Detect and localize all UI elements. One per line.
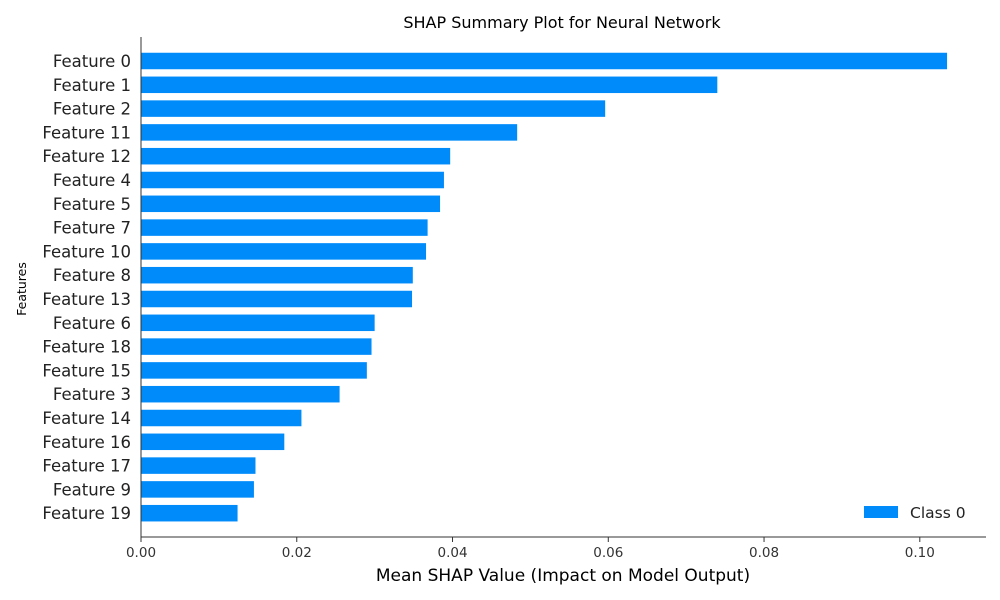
x-tick-label: 0.00 bbox=[126, 545, 156, 561]
bar-feature-4 bbox=[141, 171, 444, 189]
y-tick-label-feature-11: Feature 11 bbox=[42, 123, 131, 142]
x-axis-label: Mean SHAP Value (Impact on Model Output) bbox=[376, 566, 750, 586]
x-tick-label: 0.02 bbox=[282, 545, 312, 561]
bar-feature-0 bbox=[141, 52, 948, 70]
bar-feature-15 bbox=[141, 362, 367, 379]
y-tick-label-feature-15: Feature 15 bbox=[42, 361, 131, 380]
y-tick-label-feature-12: Feature 12 bbox=[42, 147, 131, 166]
y-tick-label-feature-3: Feature 3 bbox=[53, 385, 131, 404]
y-tick-label-feature-1: Feature 1 bbox=[53, 76, 131, 95]
y-tick-label-feature-0: Feature 0 bbox=[53, 52, 131, 71]
y-tick-label-feature-14: Feature 14 bbox=[42, 409, 131, 428]
y-tick-labels: Feature 0 Feature 1 Feature 2 Feature 11 Fea… bbox=[42, 52, 131, 523]
bar-feature-9 bbox=[141, 481, 254, 498]
y-tick-label-feature-16: Feature 16 bbox=[42, 433, 131, 452]
y-tick-label-feature-18: Feature 18 bbox=[42, 338, 131, 357]
y-tick-label-feature-17: Feature 17 bbox=[42, 457, 131, 476]
bar-feature-11 bbox=[141, 124, 518, 141]
y-tick-label-feature-9: Feature 9 bbox=[53, 480, 131, 499]
x-tick-group: 0.00 0.02 0.04 0.06 0.08 0.10 bbox=[126, 537, 935, 561]
bar-feature-7 bbox=[141, 219, 428, 236]
bar-feature-17 bbox=[141, 457, 256, 474]
bar-feature-16 bbox=[141, 433, 285, 451]
y-tick-label-feature-8: Feature 8 bbox=[53, 266, 131, 285]
bar-feature-3 bbox=[141, 385, 340, 403]
x-tick-label: 0.06 bbox=[593, 545, 623, 561]
y-tick-label-feature-10: Feature 10 bbox=[42, 242, 131, 261]
y-tick-label-feature-5: Feature 5 bbox=[53, 195, 131, 214]
y-tick-label-feature-4: Feature 4 bbox=[53, 171, 131, 190]
y-tick-label-feature-13: Feature 13 bbox=[42, 290, 131, 309]
bar-feature-19 bbox=[141, 504, 238, 522]
y-tick-label-feature-6: Feature 6 bbox=[53, 314, 131, 333]
bar-feature-6 bbox=[141, 314, 375, 332]
y-tick-label-feature-2: Feature 2 bbox=[53, 100, 131, 119]
legend-label: Class 0 bbox=[910, 504, 966, 522]
bars-group bbox=[141, 52, 948, 522]
bar-feature-18 bbox=[141, 338, 372, 355]
bar-feature-2 bbox=[141, 100, 606, 117]
y-tick-label-feature-19: Feature 19 bbox=[42, 504, 131, 523]
x-tick-label: 0.04 bbox=[437, 545, 467, 561]
bar-feature-1 bbox=[141, 76, 718, 94]
x-tick-label: 0.10 bbox=[905, 545, 935, 561]
bar-feature-8 bbox=[141, 266, 413, 284]
chart-title: SHAP Summary Plot for Neural Network bbox=[403, 13, 721, 32]
bar-feature-13 bbox=[141, 290, 413, 308]
legend-swatch bbox=[864, 506, 898, 518]
bar-feature-5 bbox=[141, 195, 441, 213]
y-tick-label-feature-7: Feature 7 bbox=[53, 219, 131, 238]
bar-feature-10 bbox=[141, 243, 427, 260]
y-axis-label: Features bbox=[14, 262, 29, 316]
bar-feature-12 bbox=[141, 147, 451, 165]
bar-feature-14 bbox=[141, 409, 302, 427]
legend: Class 0 bbox=[864, 504, 966, 522]
x-tick-label: 0.08 bbox=[749, 545, 779, 561]
